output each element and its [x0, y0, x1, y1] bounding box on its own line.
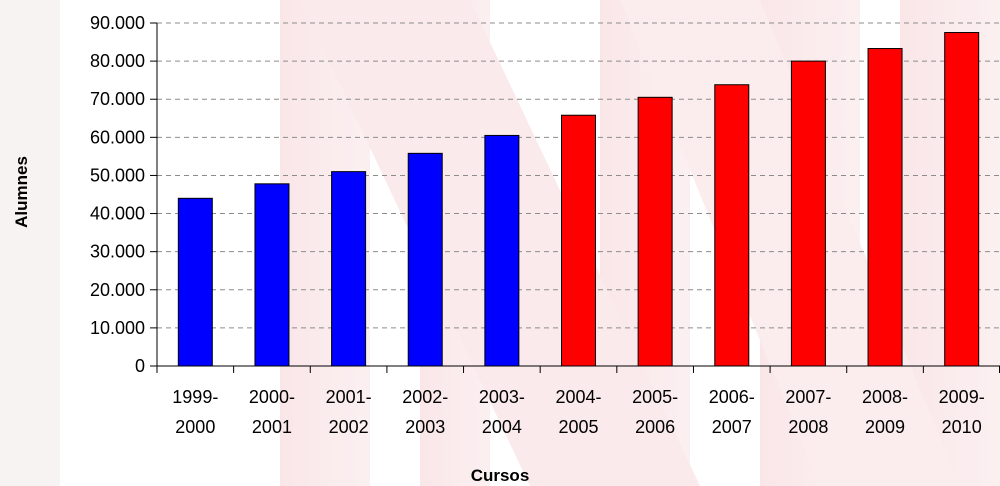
- x-tick-label: 2003-: [479, 387, 525, 407]
- x-tick-label: 2003: [405, 417, 445, 437]
- x-tick-label: 2005-: [632, 387, 678, 407]
- x-tick-label: 2007-: [785, 387, 831, 407]
- x-tick-label: 2006-: [709, 387, 755, 407]
- bar: [254, 183, 290, 367]
- y-tick-label: 10.000: [90, 318, 145, 338]
- y-tick-labels: 0 10.000 20.000 30.000 40.000 50.000 60.000 70.…: [90, 13, 145, 376]
- x-tick-label: 2002: [329, 417, 369, 437]
- x-tick-label: 2009: [865, 417, 905, 437]
- x-tick-label: 2000-: [249, 387, 295, 407]
- y-tick-label: 0: [135, 356, 145, 376]
- x-tick-label: 2004: [482, 417, 522, 437]
- axes: [150, 22, 1000, 373]
- x-axis-title: Cursos: [471, 466, 530, 485]
- x-tick-labels: 1999- 2000 2000- 2001 2001- 2002 2002- 2003 2003…: [172, 387, 984, 437]
- y-tick-label: 90.000: [90, 13, 145, 33]
- y-tick-label: 40.000: [90, 204, 145, 224]
- x-tick-label: 2001: [252, 417, 292, 437]
- y-tick-label: 30.000: [90, 242, 145, 262]
- grid-lines: [157, 22, 1000, 329]
- bar: [177, 197, 213, 367]
- bar: [790, 60, 826, 367]
- y-tick-label: 20.000: [90, 280, 145, 300]
- x-tick-label: 2002-: [402, 387, 448, 407]
- x-tick-label: 2005: [558, 417, 598, 437]
- bar: [331, 171, 367, 367]
- bar: [637, 96, 673, 367]
- x-tick-label: 2004-: [555, 387, 601, 407]
- y-tick-label: 60.000: [90, 127, 145, 147]
- bar: [867, 48, 903, 367]
- x-tick-label: 2008: [788, 417, 828, 437]
- y-axis-title: Alumnes: [12, 156, 31, 228]
- x-tick-label: 2000: [175, 417, 215, 437]
- bars: [177, 32, 980, 367]
- y-tick-label: 50.000: [90, 165, 145, 185]
- bar: [561, 114, 596, 367]
- x-tick-label: 2008-: [862, 387, 908, 407]
- x-tick-label: 2001-: [326, 387, 372, 407]
- x-tick-label: 2010: [942, 417, 982, 437]
- x-tick-label: 1999-: [172, 387, 218, 407]
- bar: [714, 84, 750, 367]
- x-tick-label: 2007: [712, 417, 752, 437]
- y-tick-label: 70.000: [90, 89, 145, 109]
- bar: [484, 134, 520, 367]
- x-tick-label: 2006: [635, 417, 675, 437]
- x-tick-label: 2009-: [939, 387, 985, 407]
- bar: [944, 32, 980, 367]
- y-tick-label: 80.000: [90, 51, 145, 71]
- bar: [407, 152, 443, 367]
